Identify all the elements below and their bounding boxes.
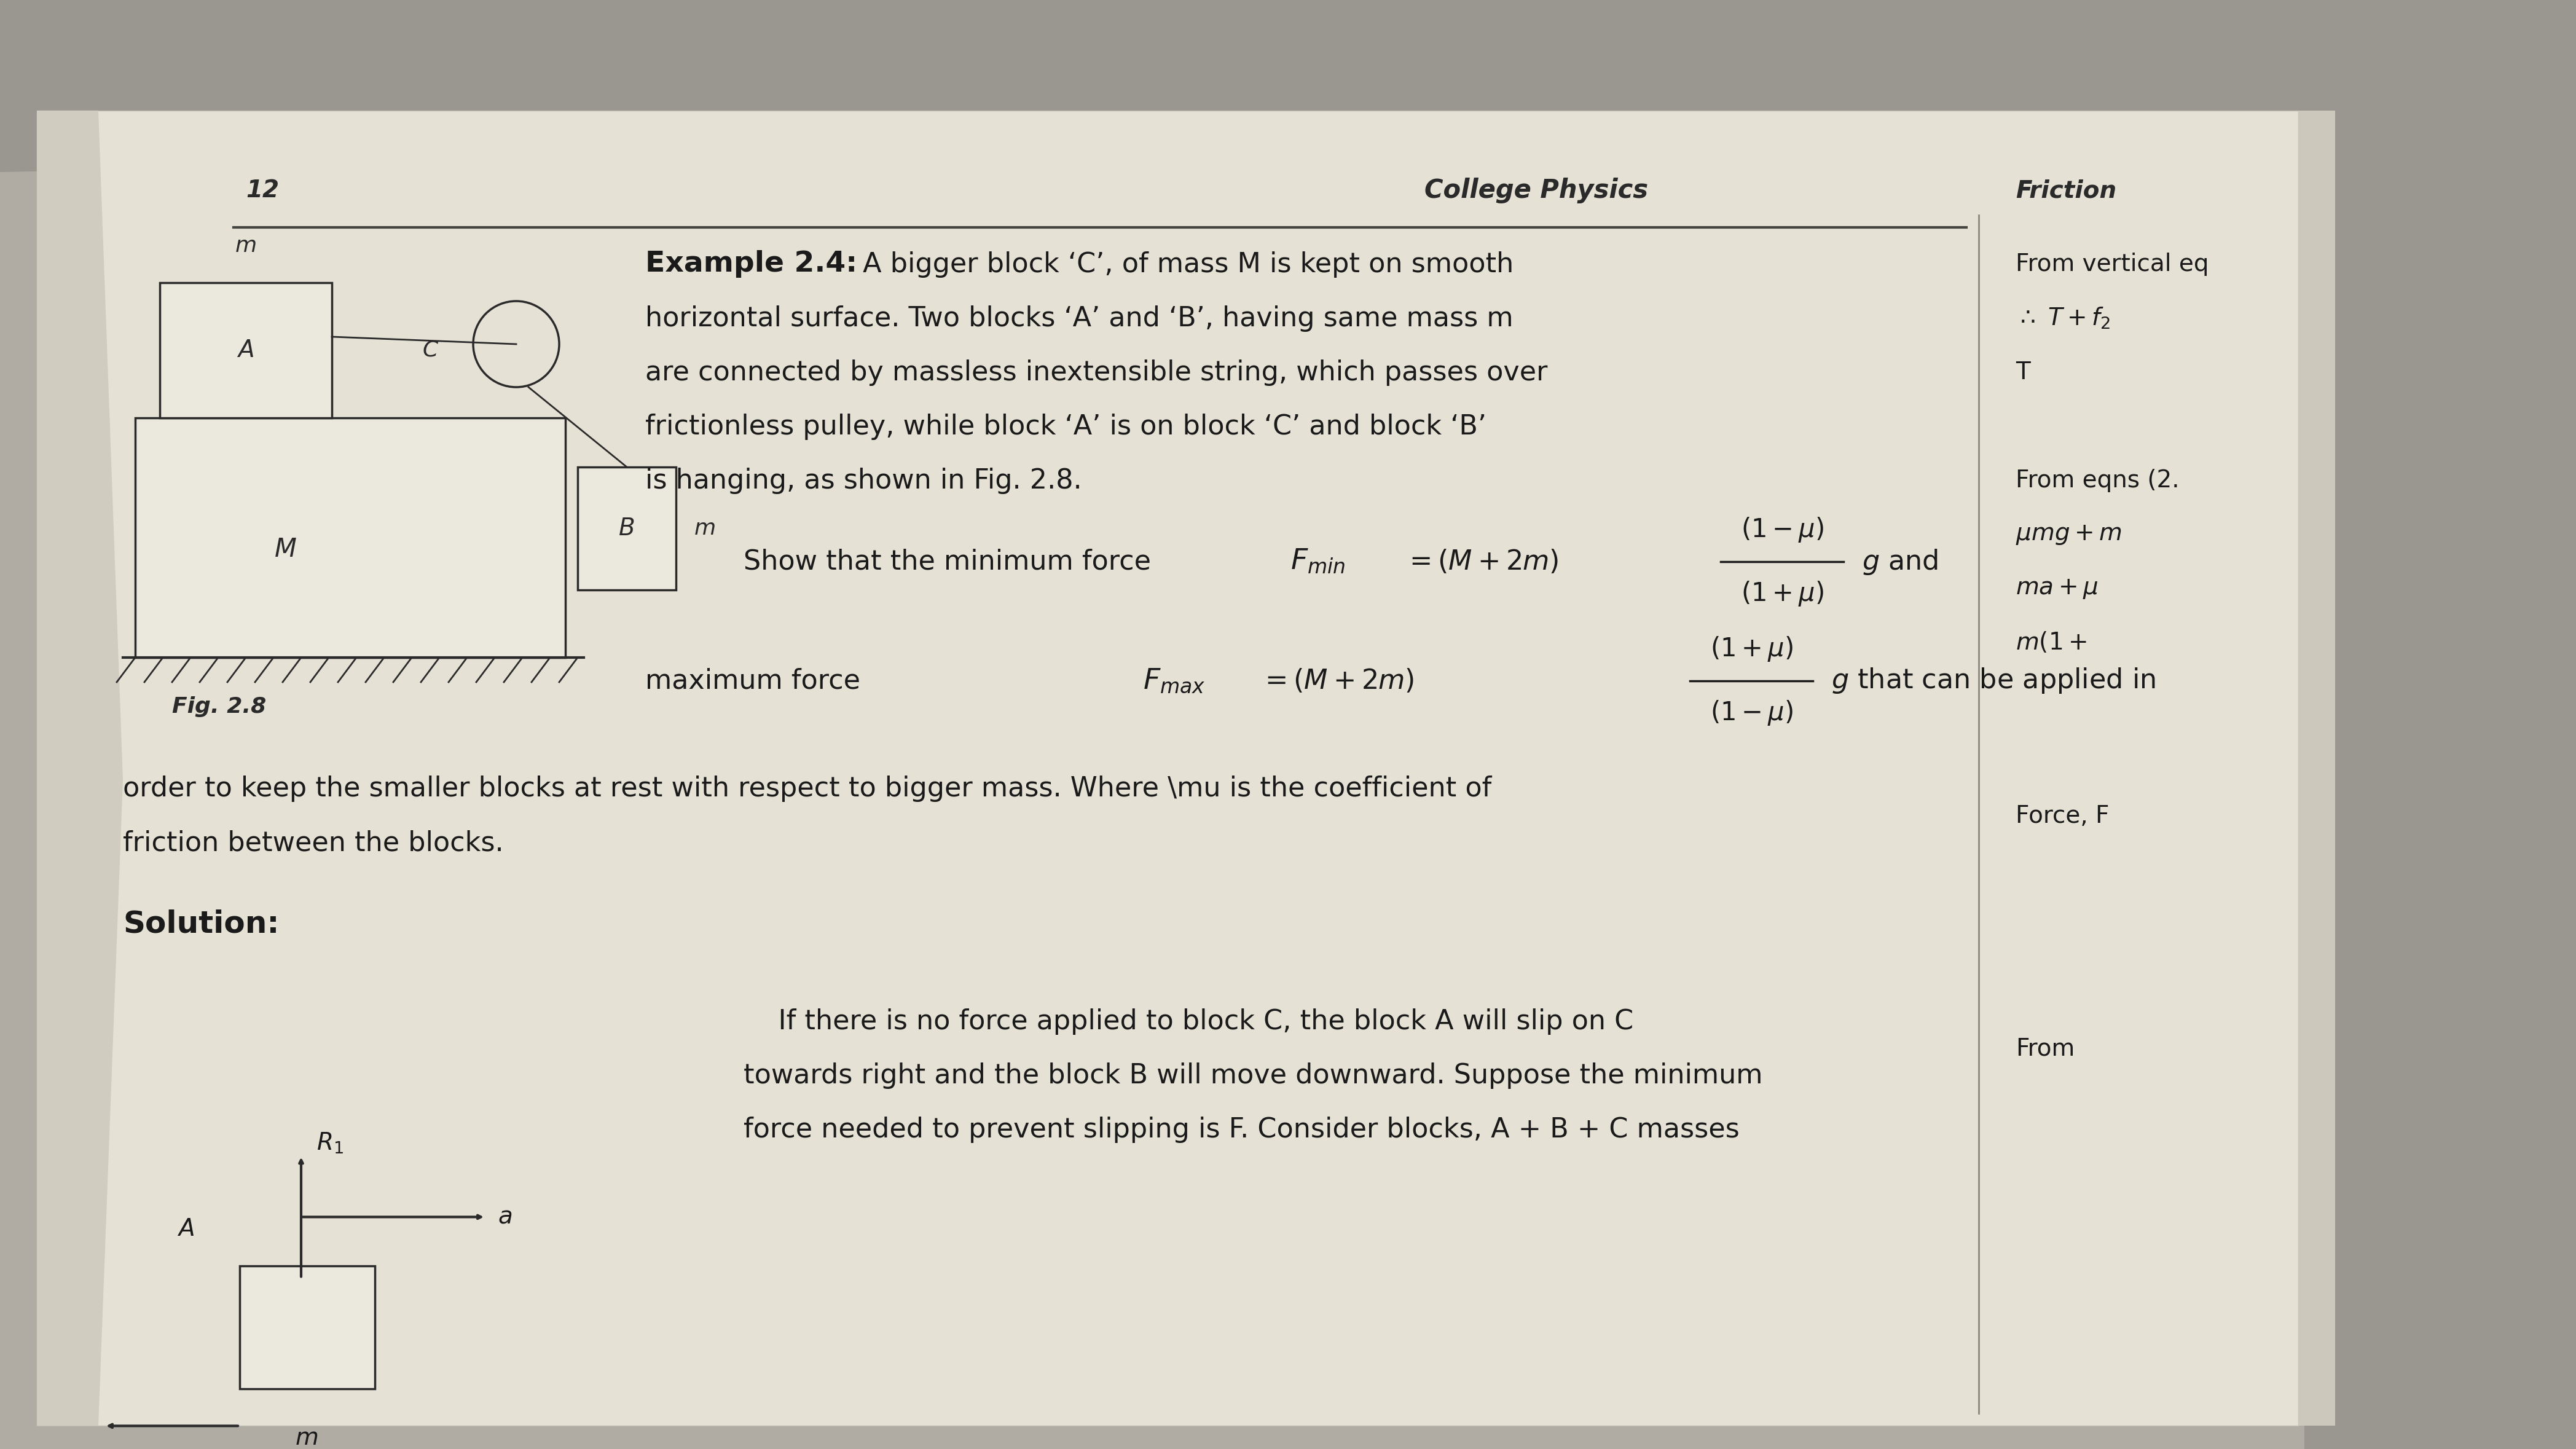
Text: B: B bbox=[618, 517, 634, 540]
Polygon shape bbox=[2298, 110, 2334, 1426]
Text: Friction: Friction bbox=[2014, 178, 2117, 203]
Text: M: M bbox=[276, 536, 296, 562]
Text: $\mu mg + m$: $\mu mg + m$ bbox=[2014, 523, 2123, 546]
Text: C: C bbox=[422, 341, 438, 361]
Text: $m(1 +$: $m(1 +$ bbox=[2014, 630, 2087, 655]
Text: $(1 - \mu)$: $(1 - \mu)$ bbox=[1710, 698, 1793, 727]
Text: Force, F: Force, F bbox=[2014, 804, 2110, 827]
Text: A: A bbox=[237, 339, 255, 362]
Text: $(1 + \mu)$: $(1 + \mu)$ bbox=[1741, 580, 1824, 607]
Bar bbox=[134, 417, 564, 658]
Text: $\therefore\ T + f_2$: $\therefore\ T + f_2$ bbox=[2014, 306, 2110, 330]
Text: From vertical eq: From vertical eq bbox=[2014, 252, 2208, 275]
Text: maximum force: maximum force bbox=[644, 668, 868, 694]
Text: 12: 12 bbox=[245, 178, 278, 203]
Polygon shape bbox=[0, 0, 2576, 172]
Text: T: T bbox=[2014, 361, 2030, 384]
Bar bbox=[2306, 0, 2576, 1449]
Text: Example 2.4:: Example 2.4: bbox=[644, 251, 858, 278]
Text: Show that the minimum force: Show that the minimum force bbox=[744, 548, 1159, 575]
Bar bbox=[36, 110, 2298, 1426]
Text: $g$ and: $g$ and bbox=[1862, 548, 1937, 577]
Text: order to keep the smaller blocks at rest with respect to bigger mass. Where \mu : order to keep the smaller blocks at rest… bbox=[124, 775, 1492, 801]
Text: A bigger block ‘C’, of mass M is kept on smooth: A bigger block ‘C’, of mass M is kept on… bbox=[855, 251, 1515, 277]
Text: $R_1$: $R_1$ bbox=[317, 1132, 343, 1155]
Text: a: a bbox=[497, 1206, 513, 1229]
Text: $(1 + \mu)$: $(1 + \mu)$ bbox=[1710, 635, 1793, 662]
Text: Fig. 2.8: Fig. 2.8 bbox=[173, 696, 265, 717]
Text: force needed to prevent slipping is F. Consider blocks, A + B + C masses: force needed to prevent slipping is F. C… bbox=[744, 1116, 1739, 1143]
Text: $g$ that can be applied in: $g$ that can be applied in bbox=[1832, 667, 2156, 696]
Polygon shape bbox=[36, 110, 124, 1426]
Text: $= (M + 2m)$: $= (M + 2m)$ bbox=[1404, 548, 1558, 575]
Text: A: A bbox=[178, 1217, 196, 1240]
Text: is hanging, as shown in Fig. 2.8.: is hanging, as shown in Fig. 2.8. bbox=[644, 468, 1082, 494]
Bar bbox=[160, 283, 332, 417]
Bar bbox=[240, 1266, 376, 1390]
Text: $ma + \mu$: $ma + \mu$ bbox=[2014, 577, 2099, 600]
Text: m: m bbox=[296, 1426, 319, 1449]
Text: If there is no force applied to block C, the block A will slip on C: If there is no force applied to block C,… bbox=[744, 1009, 1633, 1035]
Text: m: m bbox=[696, 519, 716, 539]
Text: $F_{min}$: $F_{min}$ bbox=[1291, 548, 1345, 575]
Text: towards right and the block B will move downward. Suppose the minimum: towards right and the block B will move … bbox=[744, 1062, 1762, 1088]
Text: College Physics: College Physics bbox=[1425, 178, 1649, 203]
Text: Solution:: Solution: bbox=[124, 909, 278, 939]
Text: From eqns (2.: From eqns (2. bbox=[2014, 469, 2179, 493]
Text: $= (M + 2m)$: $= (M + 2m)$ bbox=[1260, 667, 1414, 694]
Text: friction between the blocks.: friction between the blocks. bbox=[124, 830, 505, 856]
Bar bbox=[577, 467, 675, 590]
Text: m: m bbox=[234, 235, 258, 256]
Text: $(1 - \mu)$: $(1 - \mu)$ bbox=[1741, 516, 1824, 543]
Text: horizontal surface. Two blocks ‘A’ and ‘B’, having same mass m: horizontal surface. Two blocks ‘A’ and ‘… bbox=[644, 306, 1512, 332]
Text: From: From bbox=[2014, 1036, 2074, 1061]
Text: frictionless pulley, while block ‘A’ is on block ‘C’ and block ‘B’: frictionless pulley, while block ‘A’ is … bbox=[644, 413, 1486, 439]
Text: $F_{max}$: $F_{max}$ bbox=[1144, 667, 1206, 694]
Text: are connected by massless inextensible string, which passes over: are connected by massless inextensible s… bbox=[644, 359, 1548, 385]
